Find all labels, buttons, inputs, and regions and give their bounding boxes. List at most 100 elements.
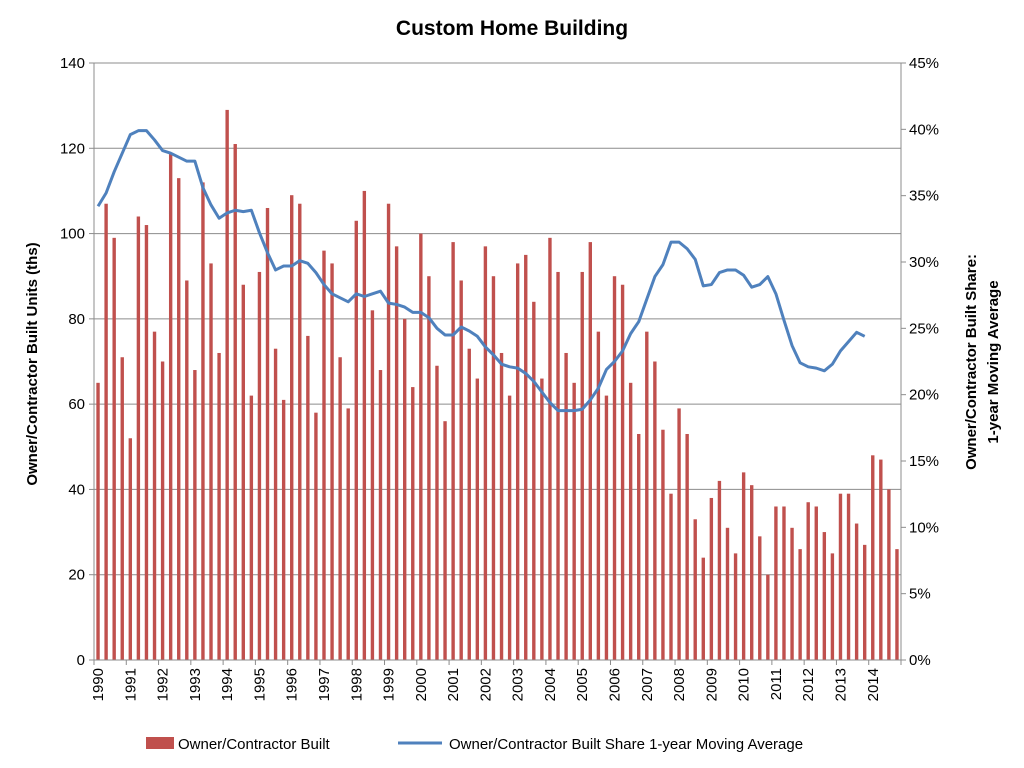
- bar: [386, 203, 391, 660]
- bar: [862, 544, 867, 660]
- bar: [790, 527, 794, 660]
- bar: [443, 421, 447, 660]
- x-tick-label: 2003: [510, 668, 527, 701]
- line-series: [96, 129, 866, 413]
- axes: [93, 63, 902, 661]
- x-tick-label: 2002: [477, 668, 494, 701]
- bar: [814, 506, 818, 660]
- y-axis-label: Owner/Contractor Built Units (ths): [24, 242, 41, 485]
- bar: [580, 271, 584, 660]
- bar: [483, 246, 488, 661]
- bar: [564, 352, 568, 660]
- x-tick-label: 2001: [445, 668, 462, 701]
- bar: [209, 263, 213, 660]
- y2-tick-label: 10%: [909, 519, 939, 536]
- x-tick-label: 1994: [219, 668, 236, 701]
- bar: [661, 429, 665, 660]
- x-tick-label: 2004: [542, 668, 559, 701]
- bar: [887, 489, 891, 660]
- bar: [895, 549, 899, 660]
- bar: [806, 502, 810, 660]
- bar: [225, 109, 229, 660]
- bar: [515, 263, 520, 660]
- bar: [290, 195, 294, 660]
- bar: [725, 527, 730, 660]
- x-tick-label: 1997: [316, 668, 333, 701]
- x-tick-label: 2013: [832, 668, 849, 701]
- bar: [838, 493, 843, 660]
- bar: [306, 335, 310, 660]
- bar: [846, 493, 851, 660]
- bar: [467, 348, 471, 660]
- bar: [177, 178, 181, 660]
- bar: [596, 331, 601, 660]
- bar: [854, 523, 859, 660]
- bar: [451, 242, 455, 660]
- x-tick-label: 1991: [122, 668, 139, 701]
- x-tick-label: 2008: [671, 668, 688, 701]
- bar: [338, 357, 342, 660]
- bar: [185, 280, 189, 660]
- x-tick-label: 2012: [800, 668, 817, 701]
- bar: [822, 532, 827, 660]
- bar: [144, 225, 149, 661]
- x-axis-ticks: 1990 1991 1992 1993 1994 1995 1996 1997 1998 1999…: [90, 660, 902, 701]
- x-tick-label: 1993: [187, 668, 204, 701]
- bar: [830, 553, 835, 660]
- bar: [637, 433, 641, 660]
- y-tick-label: 80: [68, 311, 85, 328]
- gridlines: [94, 62, 901, 576]
- bar-series: [96, 109, 899, 661]
- bar: [556, 271, 560, 660]
- left-axis-ticks: 0 20 40 60 80 100 120 140: [60, 55, 94, 669]
- moving-average-line: [96, 129, 866, 413]
- y2-axis-label-line1: Owner/Contractor Built Share:: [963, 254, 980, 470]
- bar: [233, 144, 237, 660]
- bar: [774, 506, 778, 660]
- y2-axis-label-line2: 1-year Moving Average: [985, 280, 1002, 443]
- x-tick-label: 2011: [768, 668, 785, 700]
- bar: [257, 271, 262, 660]
- bar: [750, 485, 754, 660]
- y-tick-label: 20: [68, 567, 85, 584]
- bar: [766, 574, 770, 660]
- bar: [524, 254, 528, 660]
- bar: [507, 395, 512, 660]
- bar: [168, 152, 173, 661]
- x-tick-label: 1992: [155, 668, 172, 701]
- bar: [362, 190, 367, 660]
- bar: [403, 318, 407, 660]
- bar: [273, 348, 278, 660]
- bar: [677, 408, 681, 660]
- bar: [709, 497, 714, 660]
- x-tick-label: 2006: [607, 668, 624, 701]
- legend-bar-swatch: [146, 737, 174, 749]
- bar: [459, 280, 463, 660]
- x-tick-label: 2007: [639, 668, 656, 701]
- x-tick-label: 1990: [90, 668, 107, 701]
- bar: [136, 216, 141, 660]
- x-tick-label: 2005: [574, 668, 591, 701]
- bar: [104, 203, 108, 660]
- bar: [346, 408, 350, 660]
- y-tick-label: 120: [60, 140, 85, 157]
- y2-tick-label: 5%: [909, 586, 931, 603]
- bar: [782, 506, 786, 660]
- y2-tick-label: 30%: [909, 254, 939, 271]
- bar: [435, 365, 439, 660]
- bar: [160, 361, 165, 660]
- x-tick-label: 1998: [348, 668, 365, 701]
- bar: [249, 395, 254, 660]
- bar: [330, 263, 334, 660]
- bar: [411, 387, 415, 660]
- bar: [572, 382, 576, 660]
- bar: [370, 310, 375, 660]
- bar: [733, 553, 738, 660]
- legend-line-label: Owner/Contractor Built Share 1-year Movi…: [449, 736, 803, 753]
- bar: [693, 519, 697, 660]
- bar: [532, 301, 536, 660]
- bar: [612, 276, 617, 660]
- x-tick-label: 2014: [865, 668, 882, 701]
- bar: [193, 370, 197, 660]
